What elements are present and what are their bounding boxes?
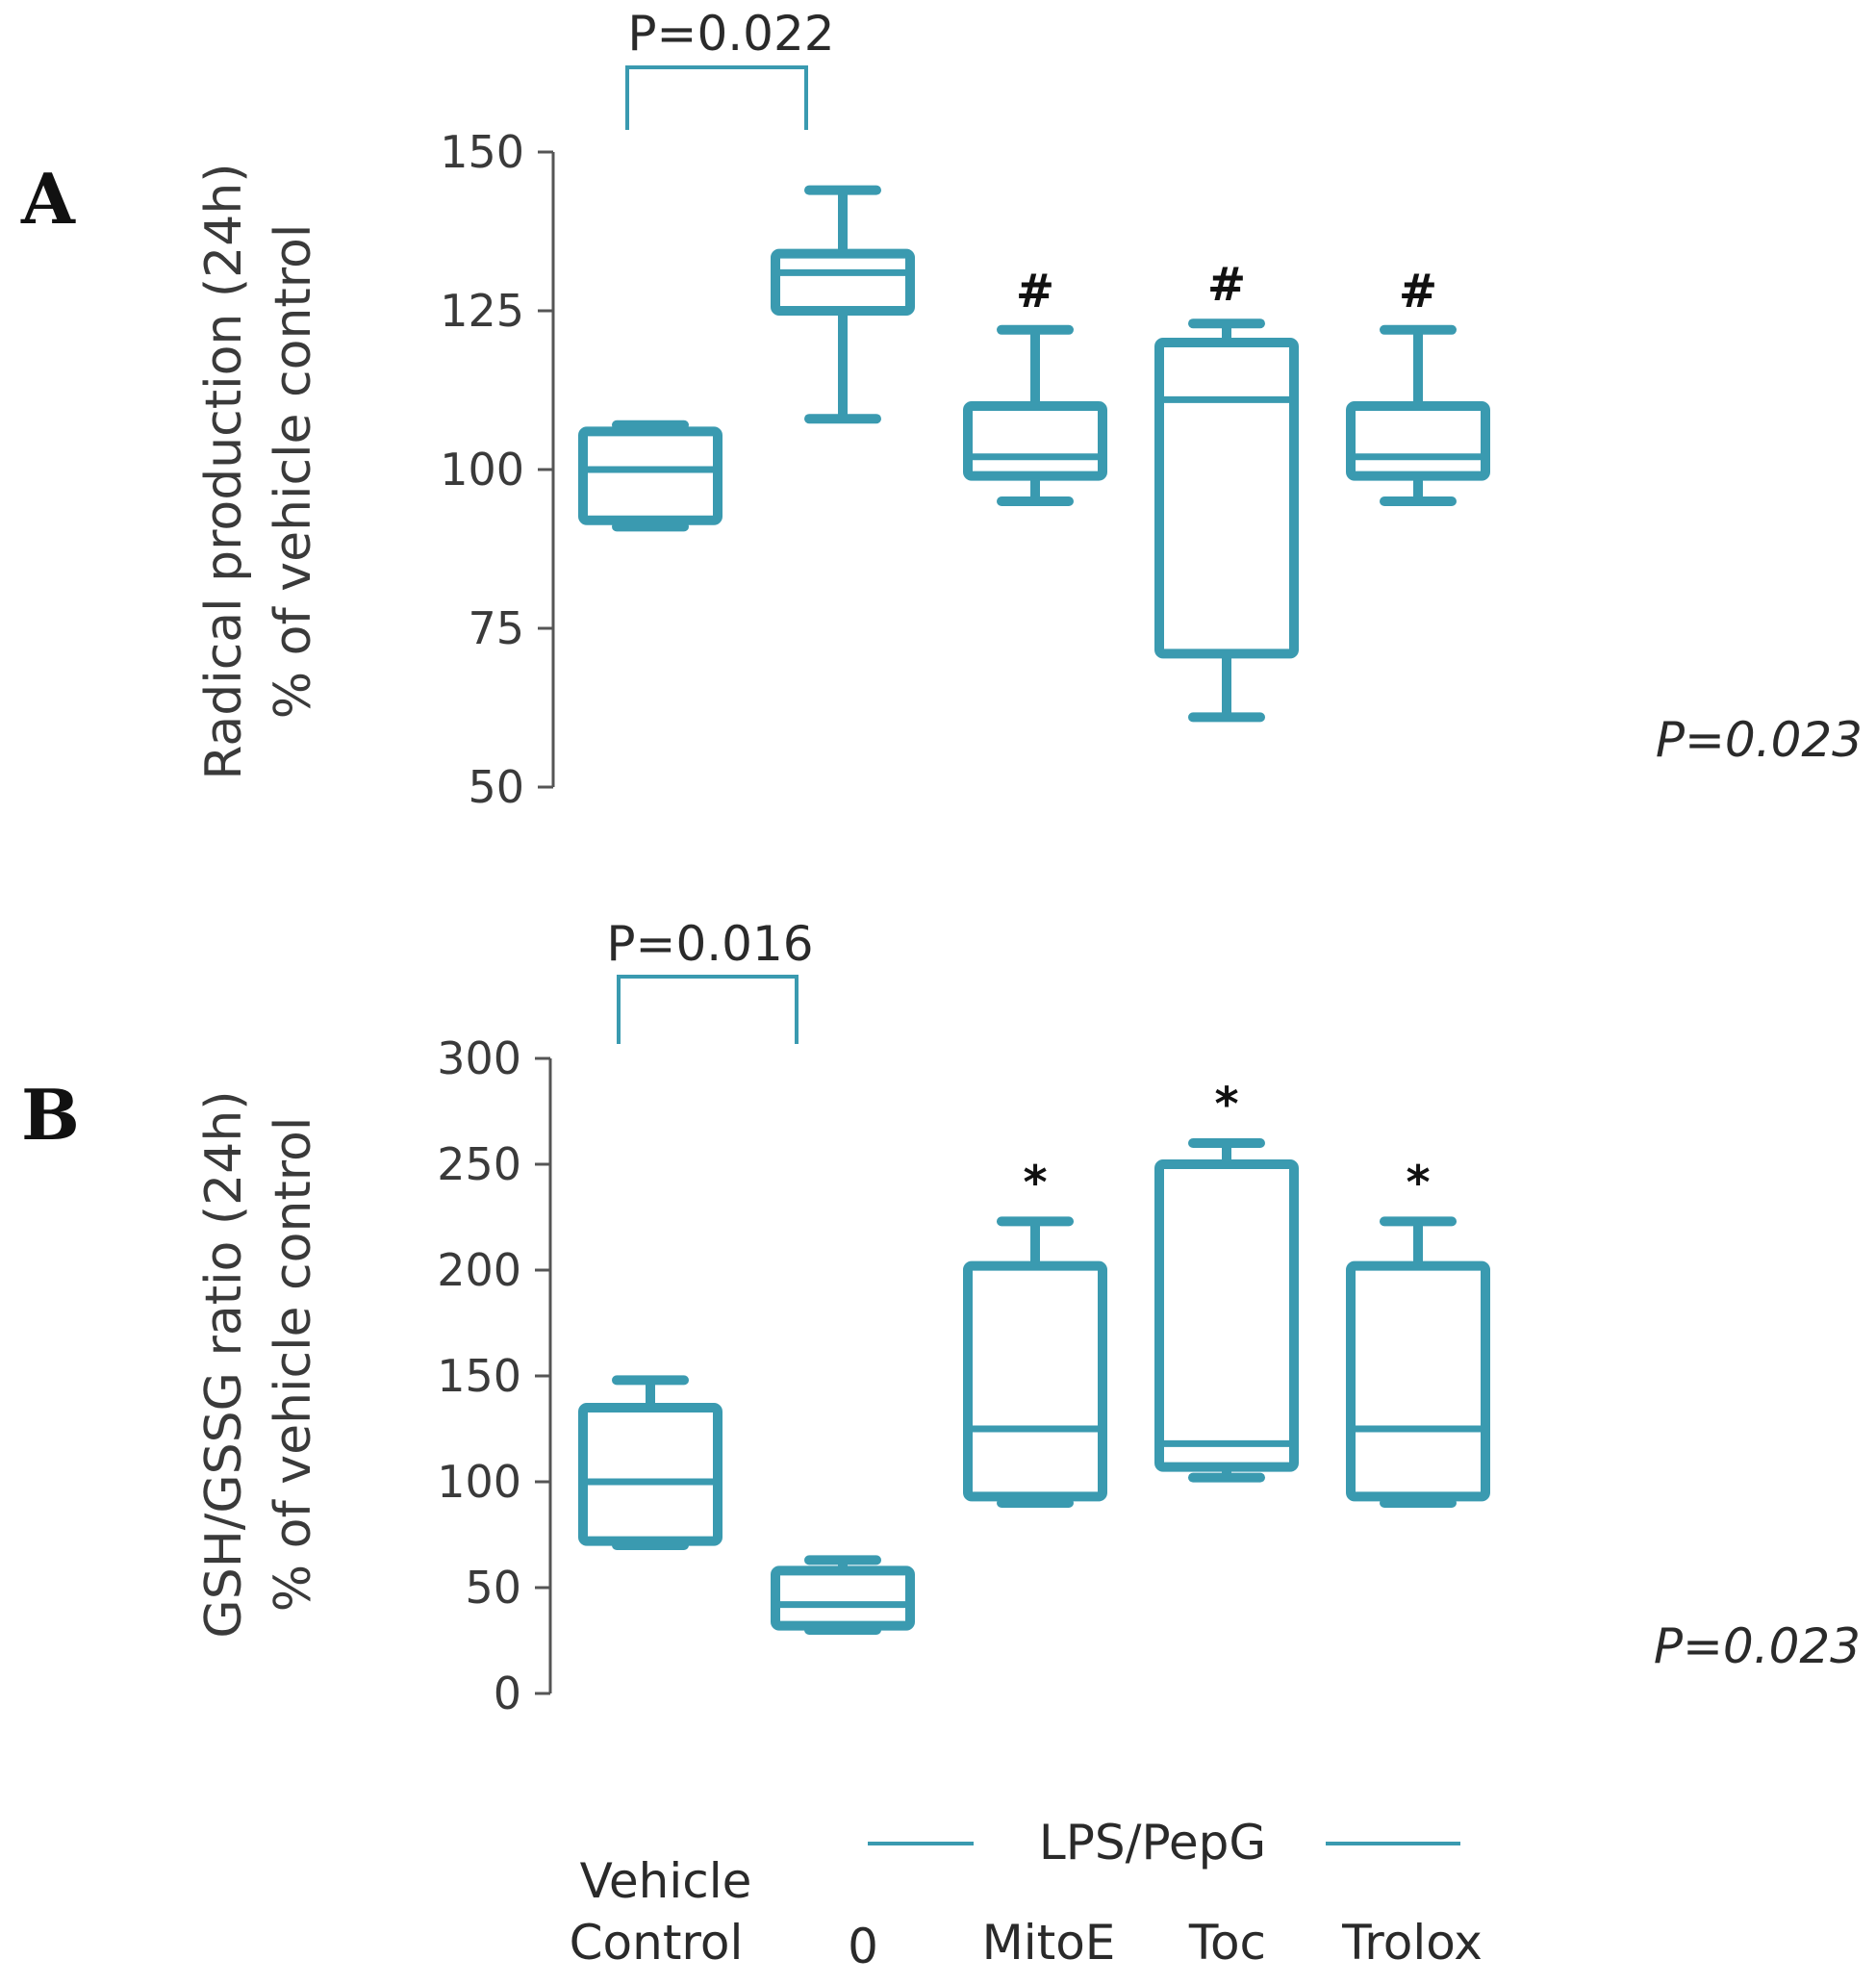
overall-p-value-b: P=0.023 (1654, 1618, 1861, 1674)
x-category-labels: LPS/PepG Vehicle Control 0 MitoE Toc Tro… (570, 1815, 1483, 1974)
box-plot-mitoe: * (963, 1156, 1107, 1508)
significance-marker: # (1399, 265, 1437, 318)
treatment-group-label: LPS/PepG (1039, 1815, 1266, 1870)
category-label-toc: Toc (1188, 1915, 1266, 1971)
box-body (578, 426, 723, 525)
box-plot-vehicle-control (578, 1375, 723, 1550)
y-tick-label: 0 (494, 1667, 521, 1719)
significance-marker: # (1207, 258, 1246, 312)
significance-bracket-a (625, 65, 808, 130)
box-plot-0 (771, 185, 915, 424)
y-axis-label-a-line2: % of vehicle control (265, 224, 322, 720)
y-axis-label-b-line1: GSH/GSSG ratio (24h) (195, 1090, 253, 1638)
bracket-p-value-b: P=0.016 (606, 916, 813, 972)
bracket-p-value-a: P=0.022 (627, 6, 834, 62)
panel-a: A Radical production (24h) % of vehicle … (20, 6, 1863, 813)
box-body (963, 1260, 1107, 1502)
box-body (578, 1403, 723, 1546)
box-plots-a: # # # (578, 185, 1490, 723)
bracket-line (625, 65, 808, 130)
box-plot-trolox: # (1346, 265, 1490, 506)
box-body (771, 248, 915, 317)
significance-marker: * (1023, 1156, 1047, 1209)
box-plot-toc: # (1154, 258, 1299, 723)
y-tick-label: 50 (468, 761, 524, 813)
box-body (963, 401, 1107, 481)
y-tick-label: 300 (437, 1032, 521, 1084)
category-label-mitoe: MitoE (982, 1915, 1116, 1971)
box-plot-trolox: * (1346, 1156, 1490, 1508)
y-tick-label: 125 (440, 285, 524, 337)
box-body (1346, 1260, 1490, 1502)
panel-b: B GSH/GSSG ratio (24h) % of vehicle cont… (21, 916, 1861, 1719)
y-axis-b: 300 250 200 150 100 50 0 (437, 1032, 552, 1719)
y-tick-label: 100 (440, 444, 524, 496)
significance-marker: # (1016, 265, 1054, 318)
box-plots-b: * * * (578, 1078, 1490, 1635)
panel-letter-b: B (21, 1074, 80, 1156)
y-tick-label: 150 (440, 126, 524, 178)
box-body (771, 1565, 915, 1631)
y-tick-label: 150 (437, 1350, 521, 1402)
overall-p-value-a: P=0.023 (1656, 712, 1863, 768)
category-label-0: 0 (848, 1919, 878, 1974)
y-axis-label-a-line1: Radical production (24h) (195, 163, 253, 779)
box-body (1346, 401, 1490, 481)
category-label-trolox: Trolox (1341, 1915, 1483, 1971)
y-tick-label: 50 (465, 1562, 521, 1614)
vehicle-control-label-line1: Vehicle (580, 1853, 752, 1909)
box-plot-0 (771, 1555, 915, 1635)
y-tick-label: 250 (437, 1138, 521, 1190)
box-body (1154, 338, 1299, 659)
panel-letter-a: A (20, 158, 76, 240)
significance-marker: * (1214, 1078, 1238, 1132)
bracket-line (617, 975, 799, 1044)
box-plot-toc: * (1154, 1078, 1299, 1483)
box-plot-mitoe: # (963, 265, 1107, 506)
vehicle-control-label-line2: Control (570, 1915, 744, 1971)
y-axis-a: 150 125 100 75 50 (440, 126, 555, 813)
box-body (1154, 1159, 1299, 1472)
y-axis-label-b-line2: % of vehicle control (265, 1117, 322, 1613)
significance-marker: * (1406, 1156, 1430, 1209)
y-tick-label: 200 (437, 1244, 521, 1296)
y-tick-label: 75 (468, 602, 524, 654)
box-plot-vehicle-control (578, 420, 723, 532)
significance-bracket-b (617, 975, 799, 1044)
y-tick-label: 100 (437, 1456, 521, 1508)
